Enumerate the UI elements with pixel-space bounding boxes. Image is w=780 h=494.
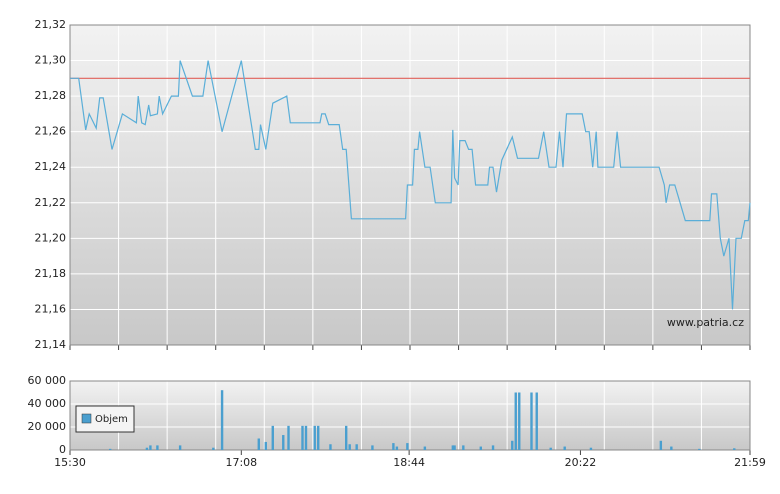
y-tick-label: 21,20 <box>35 231 67 244</box>
plot-border <box>69 24 751 346</box>
volume-bar <box>220 390 224 450</box>
volume-bar <box>589 447 593 450</box>
volume-bar <box>264 441 267 450</box>
volume-bar <box>462 445 465 450</box>
volume-bar <box>698 448 701 450</box>
volume-bar <box>313 425 316 450</box>
volume-bar <box>149 445 152 450</box>
y-tick-label: 21,24 <box>35 160 67 173</box>
volume-bar <box>344 425 348 450</box>
volume-bar <box>271 425 274 450</box>
volume-bar <box>371 445 374 450</box>
plot-border <box>69 380 751 451</box>
volume-bar <box>145 447 149 450</box>
volume-bar <box>212 447 215 450</box>
y-tick-label: 21,26 <box>35 125 67 138</box>
y-tick-label: 21,14 <box>35 338 67 351</box>
volume-bar <box>282 435 285 450</box>
volume-bar <box>304 425 308 450</box>
y-tick-label: 21,16 <box>35 302 67 315</box>
y-tick-label: 20 000 <box>28 420 67 433</box>
volume-bar <box>511 440 514 450</box>
volume-bar <box>549 447 552 450</box>
volume-bar <box>659 440 663 450</box>
volume-bar <box>453 445 456 450</box>
volume-bar <box>423 446 427 450</box>
y-tick-label: 21,28 <box>35 89 67 102</box>
volume-bar <box>395 446 399 450</box>
volume-bar <box>348 444 351 450</box>
volume-bar <box>535 392 538 450</box>
x-tick-label: 18:44 <box>393 456 425 469</box>
volume-bar <box>156 445 159 450</box>
volume-bar <box>329 444 332 450</box>
volume-bar <box>301 425 304 450</box>
volume-bar <box>733 448 736 450</box>
y-tick-label: 21,32 <box>35 18 67 31</box>
volume-bar <box>317 425 320 450</box>
x-tick-label: 15:30 <box>54 456 86 469</box>
volume-bar <box>530 392 533 450</box>
volume-bar <box>491 445 495 450</box>
volume-bar <box>109 448 112 450</box>
volume-bar <box>392 443 395 450</box>
x-tick-label: 17:08 <box>225 456 257 469</box>
y-tick-label: 21,30 <box>35 54 67 67</box>
y-tick-label: 21,18 <box>35 267 67 280</box>
y-tick-label: 0 <box>59 443 66 456</box>
watermark: www.patria.cz <box>667 316 744 329</box>
volume-bar <box>257 438 260 450</box>
volume-bar <box>355 444 358 450</box>
y-tick-label: 40 000 <box>28 397 67 410</box>
volume-bar <box>178 445 182 450</box>
x-tick-label: 20:22 <box>565 456 597 469</box>
y-tick-label: 21,22 <box>35 196 67 209</box>
x-tick-label: 21:59 <box>734 456 766 469</box>
price-line <box>70 60 751 310</box>
volume-bar <box>518 392 521 450</box>
volume-bar <box>451 445 455 450</box>
y-tick-label: 60 000 <box>28 374 67 387</box>
volume-bar <box>514 392 517 450</box>
volume-bar <box>670 446 673 450</box>
volume-bar <box>287 425 290 450</box>
volume-bar <box>563 446 566 450</box>
legend-label: Objem <box>95 414 128 425</box>
volume-bar <box>479 446 482 450</box>
volume-bar <box>406 443 409 450</box>
legend-swatch <box>81 413 92 424</box>
